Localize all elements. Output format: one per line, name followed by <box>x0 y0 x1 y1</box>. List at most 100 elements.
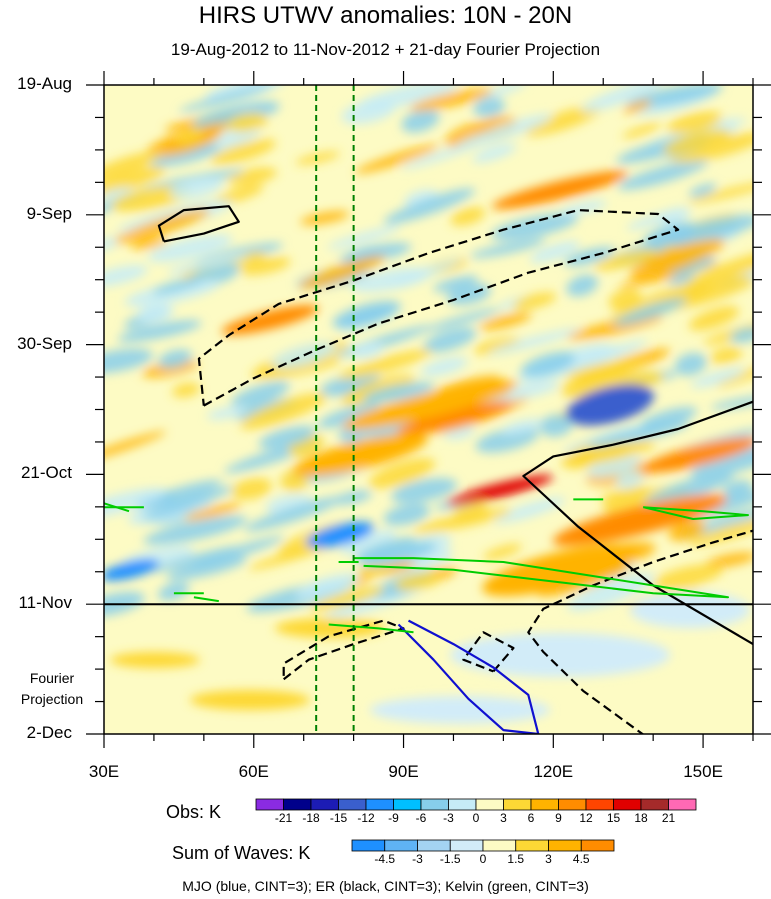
projection-anomaly-blob <box>630 592 750 628</box>
obs_colorbar-swatch <box>365 798 394 811</box>
kelvin-contour <box>328 623 414 634</box>
obs-anomaly-blob <box>104 431 166 464</box>
obs-anomaly-blob <box>227 112 268 133</box>
obs-anomaly-blob <box>562 371 666 398</box>
obs-anomaly-blob <box>166 556 247 580</box>
obs-anomaly-blob <box>158 349 193 369</box>
obs-anomaly-blob <box>248 543 332 570</box>
strong-anomaly-blob <box>104 559 160 581</box>
er-contour <box>197 209 680 407</box>
kelvin-contour <box>642 506 749 520</box>
obs-anomaly-blob <box>454 114 553 150</box>
waves_colorbar-tick-label: -1.5 <box>439 852 461 866</box>
obs-anomaly-blob <box>295 573 361 600</box>
obs-anomaly-blob <box>391 478 458 503</box>
obs-anomaly-blob <box>149 546 239 573</box>
x-tick-label: 60E <box>238 762 269 781</box>
obs_colorbar-swatch <box>338 798 367 811</box>
er-contour <box>522 400 753 646</box>
obs-anomaly-blob <box>491 213 579 241</box>
obs_colorbar-tick-label: 21 <box>661 811 676 825</box>
waves_colorbar-swatch <box>548 839 582 852</box>
obs-anomaly-blob <box>192 101 280 130</box>
obs-anomaly-blob <box>450 207 486 226</box>
er-contour <box>282 619 405 681</box>
er-contour <box>462 631 515 673</box>
obs-anomaly-blob <box>565 360 635 380</box>
obs-anomaly-blob <box>207 406 247 420</box>
obs-anomaly-blob <box>475 426 540 453</box>
obs_colorbar-swatch <box>503 798 532 811</box>
projection-anomaly-blob <box>450 633 670 677</box>
waves_colorbar-tick-label: 4.5 <box>572 852 590 866</box>
obs-anomaly-blob <box>295 151 341 165</box>
obs-anomaly-blob <box>666 111 723 134</box>
obs-anomaly-blob <box>615 470 644 490</box>
obs-anomaly-blob <box>473 97 506 118</box>
obs_colorbar-tick-label: -9 <box>388 811 399 825</box>
obs-anomaly-blob <box>104 166 166 195</box>
chart-subtitle: 19-Aug-2012 to 11-Nov-2012 + 21-day Four… <box>170 40 601 59</box>
obs-anomaly-blob <box>660 214 753 246</box>
obs-anomaly-blob <box>136 303 174 323</box>
obs_colorbar-tick-label: 3 <box>500 811 507 825</box>
obs-anomaly-blob <box>474 337 522 355</box>
obs-anomaly-blob <box>130 238 168 250</box>
obs-anomaly-blob <box>117 320 202 343</box>
strong-anomaly-blob <box>221 305 319 335</box>
obs-anomaly-blob <box>368 458 436 489</box>
waves_colorbar-tick-label: -3 <box>412 852 423 866</box>
obs_colorbar-swatch <box>283 798 312 811</box>
obs-anomaly-blob <box>298 255 386 290</box>
waves-colorbar-label: Sum of Waves: K <box>172 843 311 863</box>
chart-title: HIRS UTWV anomalies: 10N - 20N <box>198 2 573 29</box>
waves_colorbar-swatch <box>384 839 418 852</box>
obs-anomaly-blob <box>401 109 440 133</box>
plot-axes <box>86 71 771 748</box>
obs-anomaly-blob <box>174 128 204 144</box>
strong-anomaly-blob <box>552 494 728 546</box>
obs-anomaly-blob <box>600 485 648 503</box>
obs-anomaly-blob <box>670 132 753 163</box>
obs-anomaly-blob <box>184 503 242 521</box>
mjo-contour <box>397 619 540 734</box>
projection-anomaly-blob <box>370 696 550 724</box>
obs_colorbar-tick-label: 12 <box>579 811 593 825</box>
obs_colorbar-swatch <box>475 798 504 811</box>
obs-anomaly-blob <box>239 257 291 276</box>
waves_colorbar-swatch <box>417 839 451 852</box>
obs-anomaly-blob <box>608 288 642 311</box>
obs_colorbar-swatch <box>640 798 669 811</box>
obs-anomaly-blob <box>710 395 753 410</box>
obs-anomaly-blob <box>512 292 557 310</box>
obs-anomaly-blob <box>729 327 753 343</box>
obs-anomaly-blob <box>240 393 327 430</box>
waves_colorbar-swatch <box>515 839 549 852</box>
x-tick-label: 30E <box>88 762 120 781</box>
waves_colorbar-tick-label: 3 <box>545 852 552 866</box>
obs-anomaly-blob <box>524 105 601 137</box>
obs-anomaly-blob <box>472 143 517 163</box>
obs-anomaly-blob <box>564 440 656 466</box>
obs-anomaly-blob <box>613 297 688 326</box>
obs-anomaly-blob <box>244 496 343 532</box>
waves_colorbar-swatch <box>482 839 517 852</box>
obs-anomaly-blob <box>317 403 381 428</box>
obs-anomaly-blob <box>327 226 401 249</box>
y-tick-label: 9-Sep <box>26 203 72 223</box>
obs-anomaly-blob <box>104 348 154 374</box>
obs_colorbar-swatch <box>420 798 449 811</box>
strong-anomaly-blob <box>566 384 654 426</box>
obs_colorbar-tick-label: 6 <box>527 811 535 825</box>
obs-anomaly-blob <box>629 238 725 279</box>
obs_colorbar-tick-label: -6 <box>415 811 427 825</box>
er-contour <box>527 529 753 734</box>
y-tick-label: 30-Sep <box>17 333 72 353</box>
er-contour <box>157 205 240 243</box>
obs_colorbar-tick-label: -21 <box>274 811 293 825</box>
obs-anomaly-blob <box>617 159 708 190</box>
obs_colorbar-tick-label: 0 <box>472 811 480 825</box>
obs-anomaly-blob <box>259 356 341 379</box>
obs-anomaly-blob <box>652 564 724 590</box>
